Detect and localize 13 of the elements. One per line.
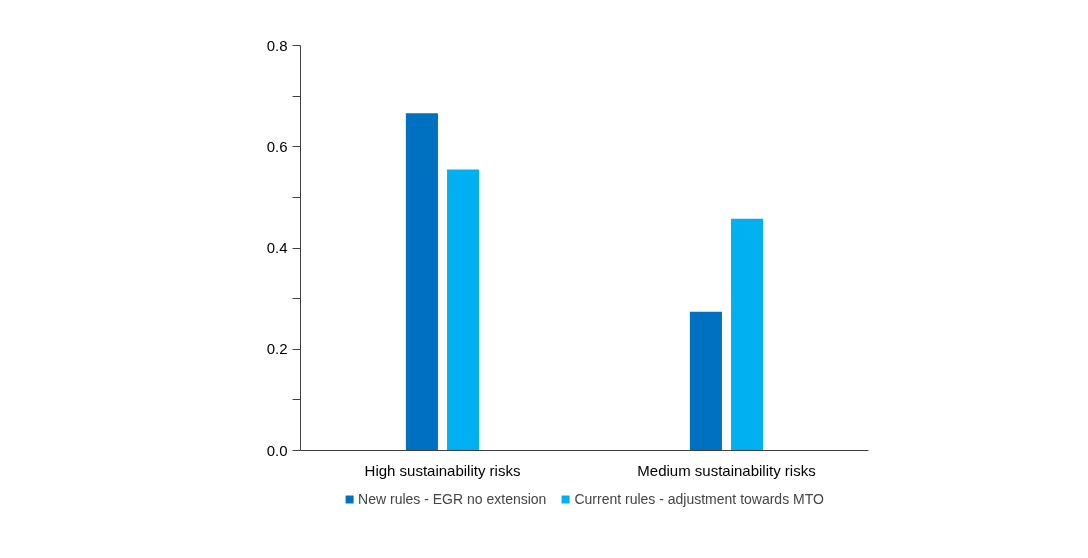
legend-label: Current rules - adjustment towards MTO xyxy=(574,491,824,507)
x-tick-label: Medium sustainability risks xyxy=(637,461,816,479)
y-tick-label: 0.2 xyxy=(266,340,288,358)
x-tick-label: High sustainability risks xyxy=(364,461,521,479)
legend-label: New rules - EGR no extension xyxy=(358,491,547,507)
bar xyxy=(689,311,722,451)
y-tick-label: 0.6 xyxy=(266,137,288,155)
bar xyxy=(405,113,438,451)
y-tick-label: 0.4 xyxy=(266,239,288,256)
bar xyxy=(731,218,764,451)
y-tick-label: 0.8 xyxy=(266,36,288,54)
y-tick-label: 0.0 xyxy=(266,441,288,459)
bar xyxy=(447,169,480,451)
